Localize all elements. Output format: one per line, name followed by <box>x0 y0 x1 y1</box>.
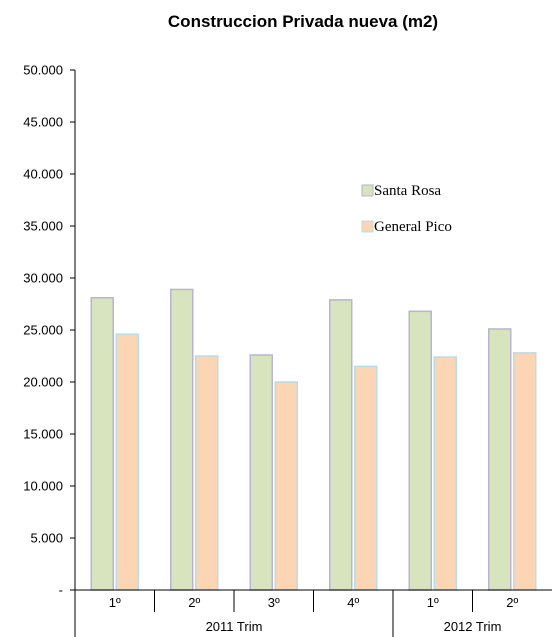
bar <box>433 356 457 591</box>
chart-title: Construccion Privada nueva (m2) <box>168 12 438 31</box>
legend-label: Santa Rosa <box>374 183 441 199</box>
y-tick-label: 25.000 <box>23 323 63 338</box>
y-tick-label: 10.000 <box>23 479 63 494</box>
bars <box>90 288 537 591</box>
bar <box>513 352 537 591</box>
bar <box>329 299 353 591</box>
y-tick-label: 45.000 <box>23 115 63 130</box>
legend: Santa Rosa General Pico <box>361 183 452 235</box>
y-tick-label: - <box>59 583 63 598</box>
x-category-label: 2º <box>188 595 200 610</box>
bar <box>115 333 139 591</box>
y-tick-label: 50.000 <box>23 63 63 78</box>
y-tick-label: 5.000 <box>30 531 63 546</box>
legend-swatch <box>361 220 374 233</box>
x-category-label: 1º <box>427 595 439 610</box>
y-tick-label: 30.000 <box>23 271 63 286</box>
x-category-label: 4º <box>347 595 359 610</box>
bar <box>408 310 432 591</box>
bar <box>249 354 273 591</box>
x-axis: 1º 2º 3º 4º 1º 2º 2011 Trim 2012 Trim <box>74 589 552 637</box>
y-tick-label: 40.000 <box>23 167 63 182</box>
bar <box>170 288 194 591</box>
bar <box>274 381 298 591</box>
x-category-label: 3º <box>268 595 280 610</box>
bar <box>354 365 378 591</box>
x-category-label: 2º <box>506 595 518 610</box>
bar <box>195 355 219 591</box>
x-category-label: 1º <box>109 595 121 610</box>
y-tick-label: 15.000 <box>23 427 63 442</box>
x-group-label: 2012 Trim <box>444 619 502 634</box>
y-tick-label: 20.000 <box>23 375 63 390</box>
x-group-label: 2011 Trim <box>206 619 263 634</box>
y-axis: - 5.000 10.000 15.000 20.000 25.000 30.000 35.0… <box>23 63 76 598</box>
legend-label: General Pico <box>374 219 452 235</box>
legend-swatch <box>361 184 374 197</box>
y-tick-label: 35.000 <box>23 219 63 234</box>
bar <box>90 297 114 591</box>
bar <box>488 328 512 591</box>
